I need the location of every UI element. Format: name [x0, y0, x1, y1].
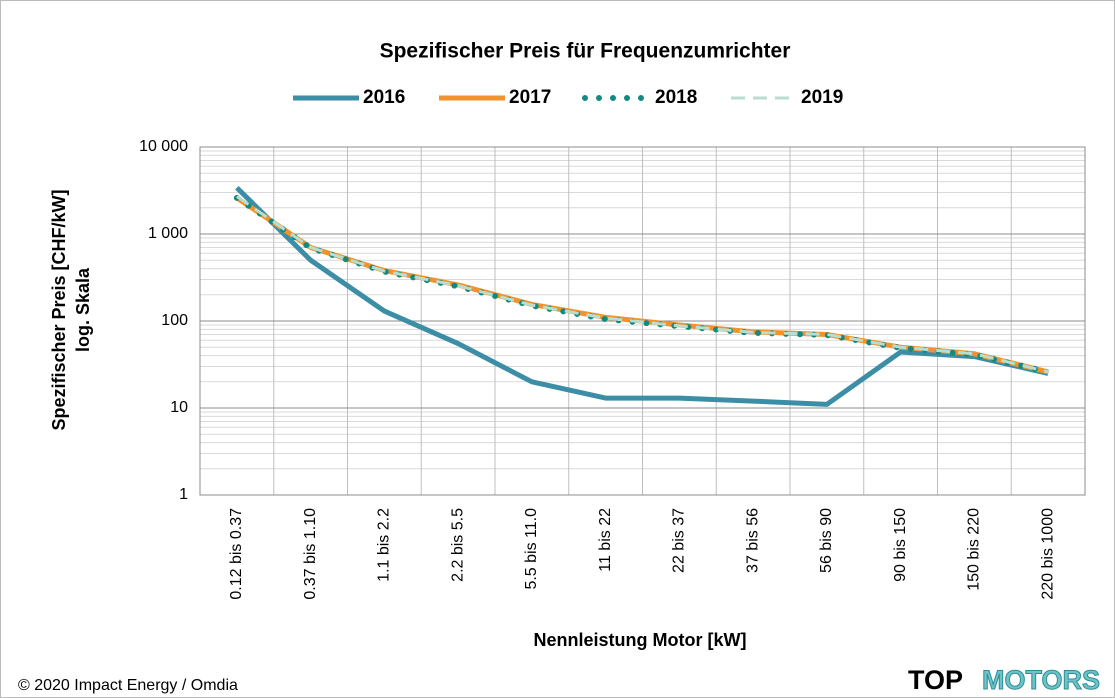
y-tick-label: 1: [179, 486, 188, 503]
series-line: [235, 185, 1049, 407]
x-tick-label: 220 bis 1000: [1039, 508, 1056, 600]
y-tick-label: 10: [170, 399, 188, 416]
x-tick-label: 0.12 bis 0.37: [228, 508, 245, 600]
x-tick-label: 11 bis 22: [597, 508, 614, 572]
legend-label: 2016: [363, 87, 405, 108]
y-tick-label: 1 000: [148, 225, 188, 242]
chart-title: Spezifischer Preis für Frequenzumrichter: [380, 40, 791, 63]
y-axis-label: log. Skala: [73, 267, 93, 352]
x-tick-label: 150 bis 220: [966, 508, 983, 591]
x-tick-label: 0.37 bis 1.10: [302, 508, 319, 600]
y-tick-label: 100: [161, 312, 188, 329]
x-tick-label: 1.1 bis 2.2: [376, 508, 393, 582]
x-tick-label: 56 bis 90: [818, 508, 835, 573]
footer: © 2020 Impact Energy / Omdia: [18, 677, 238, 694]
x-tick-label: 90 bis 150: [892, 508, 909, 582]
legend-label: 2017: [509, 87, 551, 108]
logo: MOTORS: [982, 665, 1100, 695]
y-axis-label: Spezifischer Preis [CHF/kW]: [49, 189, 69, 430]
plot-border: [199, 146, 1086, 496]
legend-label: 2018: [655, 87, 697, 108]
x-tick-label: 22 bis 37: [671, 508, 688, 573]
series-line: [236, 195, 1049, 374]
logo: TOP: [908, 665, 963, 695]
x-axis-label: Nennleistung Motor [kW]: [534, 630, 747, 650]
y-tick-label: 10 000: [139, 138, 188, 155]
x-tick-label: 5.5 bis 11.0: [523, 508, 540, 590]
x-tick-label: 2.2 bis 5.5: [449, 508, 466, 582]
legend-label: 2019: [801, 87, 843, 108]
x-tick-label: 37 bis 56: [744, 508, 761, 573]
